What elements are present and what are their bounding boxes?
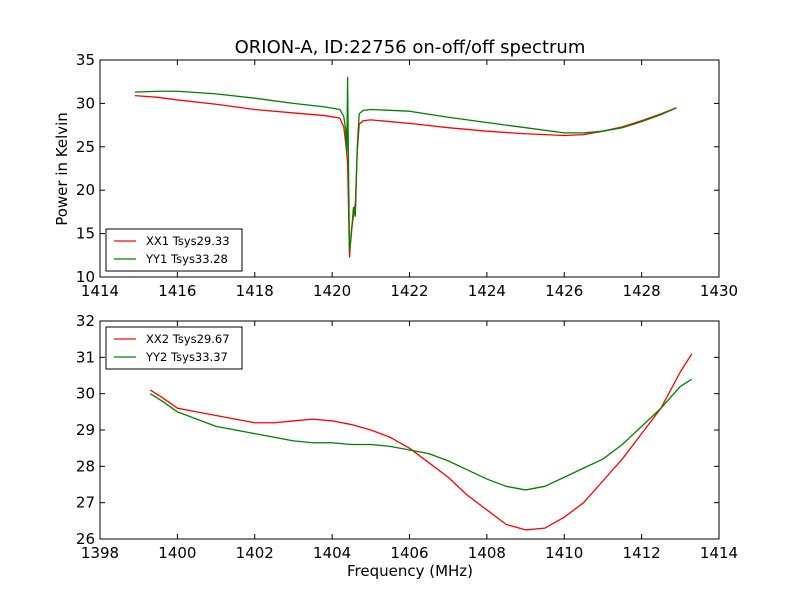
bottom-legend-entry-1: YY2 Tsys33.37: [145, 350, 228, 364]
top-x-tick-label: 1422: [390, 282, 428, 300]
top-legend-entry-1: YY1 Tsys33.28: [145, 252, 228, 266]
bottom-x-tick-label: 1410: [545, 544, 583, 562]
top-legend: [105, 228, 243, 272]
top-x-tick-label: 1414: [81, 282, 119, 300]
bottom-y-tick-label: 26: [76, 530, 95, 548]
bottom-x-tick-label: 1402: [236, 544, 274, 562]
top-legend-entry-0: XX1 Tsys29.33: [146, 234, 230, 248]
bottom-y-tick-label: 30: [76, 385, 95, 403]
bottom-x-tick-label: 1398: [81, 544, 119, 562]
top-y-tick-label: 35: [76, 51, 95, 69]
bottom-y-tick-label: 31: [76, 348, 95, 366]
axes-top: 1414 1416 1418 1420 1422 1424 1426 1428 1430 10 15…: [76, 51, 738, 300]
axes-bottom: 1398 1400 1402 1404 1406 1408 1410 1412 1414 26 27…: [76, 312, 738, 562]
top-x-tick-label: 1426: [545, 282, 583, 300]
bottom-x-tick-label: 1406: [390, 544, 428, 562]
bottom-y-tick-label: 32: [76, 312, 95, 330]
top-x-tick-label: 1420: [313, 282, 351, 300]
bottom-x-tick-label: 1414: [700, 544, 738, 562]
top-x-tick-label: 1430: [700, 282, 738, 300]
top-y-tick-label: 25: [76, 138, 95, 156]
bottom-y-tick-label: 28: [76, 457, 95, 475]
top-x-tick-label: 1416: [158, 282, 196, 300]
top-y-tick-label: 20: [76, 181, 95, 199]
top-y-tick-label: 30: [76, 94, 95, 112]
bottom-y-tick-label: 29: [76, 421, 95, 439]
bottom-series-line-1: [149, 378, 693, 491]
bottom-series-line-0: [149, 353, 693, 531]
top-y-tick-label: 15: [76, 225, 95, 243]
top-y-tick-label: 10: [76, 268, 95, 286]
bottom-y-tick-label: 27: [76, 494, 95, 512]
y-axis-label: Power in Kelvin: [53, 112, 71, 226]
top-x-tick-label: 1418: [236, 282, 274, 300]
bottom-x-tick-label: 1400: [158, 544, 196, 562]
top-series-line-1: [134, 76, 677, 252]
bottom-x-tick-label: 1404: [313, 544, 351, 562]
bottom-x-tick-label: 1412: [623, 544, 661, 562]
top-x-tick-label: 1428: [623, 282, 661, 300]
top-x-tick-label: 1424: [468, 282, 506, 300]
bottom-x-tick-label: 1408: [468, 544, 506, 562]
bottom-legend-entry-0: XX2 Tsys29.67: [146, 332, 230, 346]
x-axis-label: Frequency (MHz): [347, 562, 473, 580]
chart-title: ORION-A, ID:22756 on-off/off spectrum: [235, 37, 586, 58]
bottom-legend: [105, 326, 243, 370]
